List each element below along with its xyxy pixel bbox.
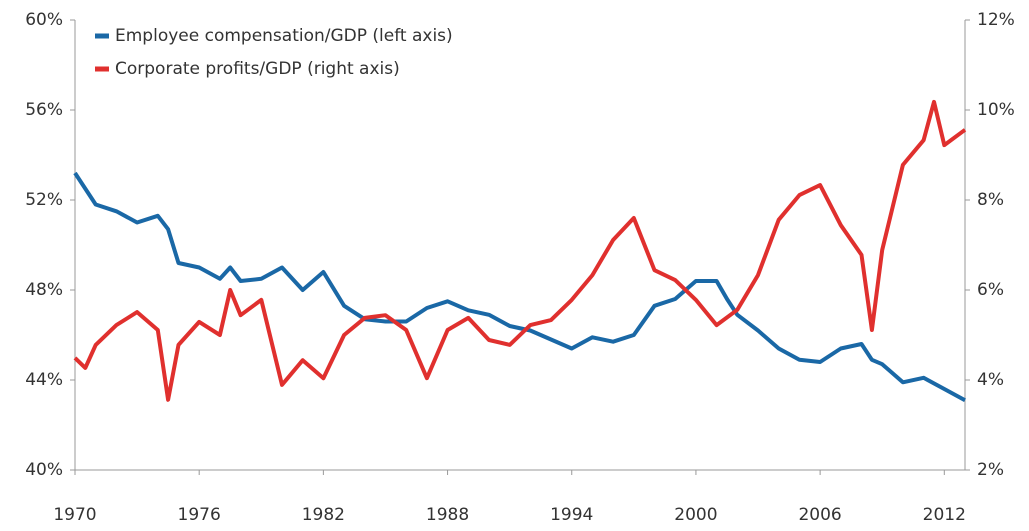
y2-tick-label: 4% [977, 370, 1004, 390]
x-tick-label: 1970 [53, 505, 96, 525]
x-tick-label: 2006 [798, 505, 841, 525]
series-line [73, 99, 967, 402]
y2-tick-label: 6% [977, 280, 1004, 300]
y2-tick-label: 12% [977, 10, 1015, 30]
x-tick-label: 1994 [550, 505, 593, 525]
x-tick-label: 2000 [674, 505, 717, 525]
y-tick-label: 40% [25, 460, 63, 480]
y-tick-label: 56% [25, 100, 63, 120]
y-tick-label: 52% [25, 190, 63, 210]
x-tick-label: 1988 [426, 505, 469, 525]
y2-tick-label: 10% [977, 100, 1015, 120]
legend-label: Corporate profits/GDP (right axis) [115, 59, 400, 79]
y-tick-label: 44% [25, 370, 63, 390]
x-tick-label: 1976 [178, 505, 221, 525]
y2-tick-label: 2% [977, 460, 1004, 480]
series-line [73, 171, 966, 402]
x-tick-label: 1982 [302, 505, 345, 525]
y-tick-label: 60% [25, 10, 63, 30]
y-tick-label: 48% [25, 280, 63, 300]
x-tick-label: 2012 [923, 505, 966, 525]
y2-tick-label: 8% [977, 190, 1004, 210]
legend-label: Employee compensation/GDP (left axis) [115, 26, 453, 46]
